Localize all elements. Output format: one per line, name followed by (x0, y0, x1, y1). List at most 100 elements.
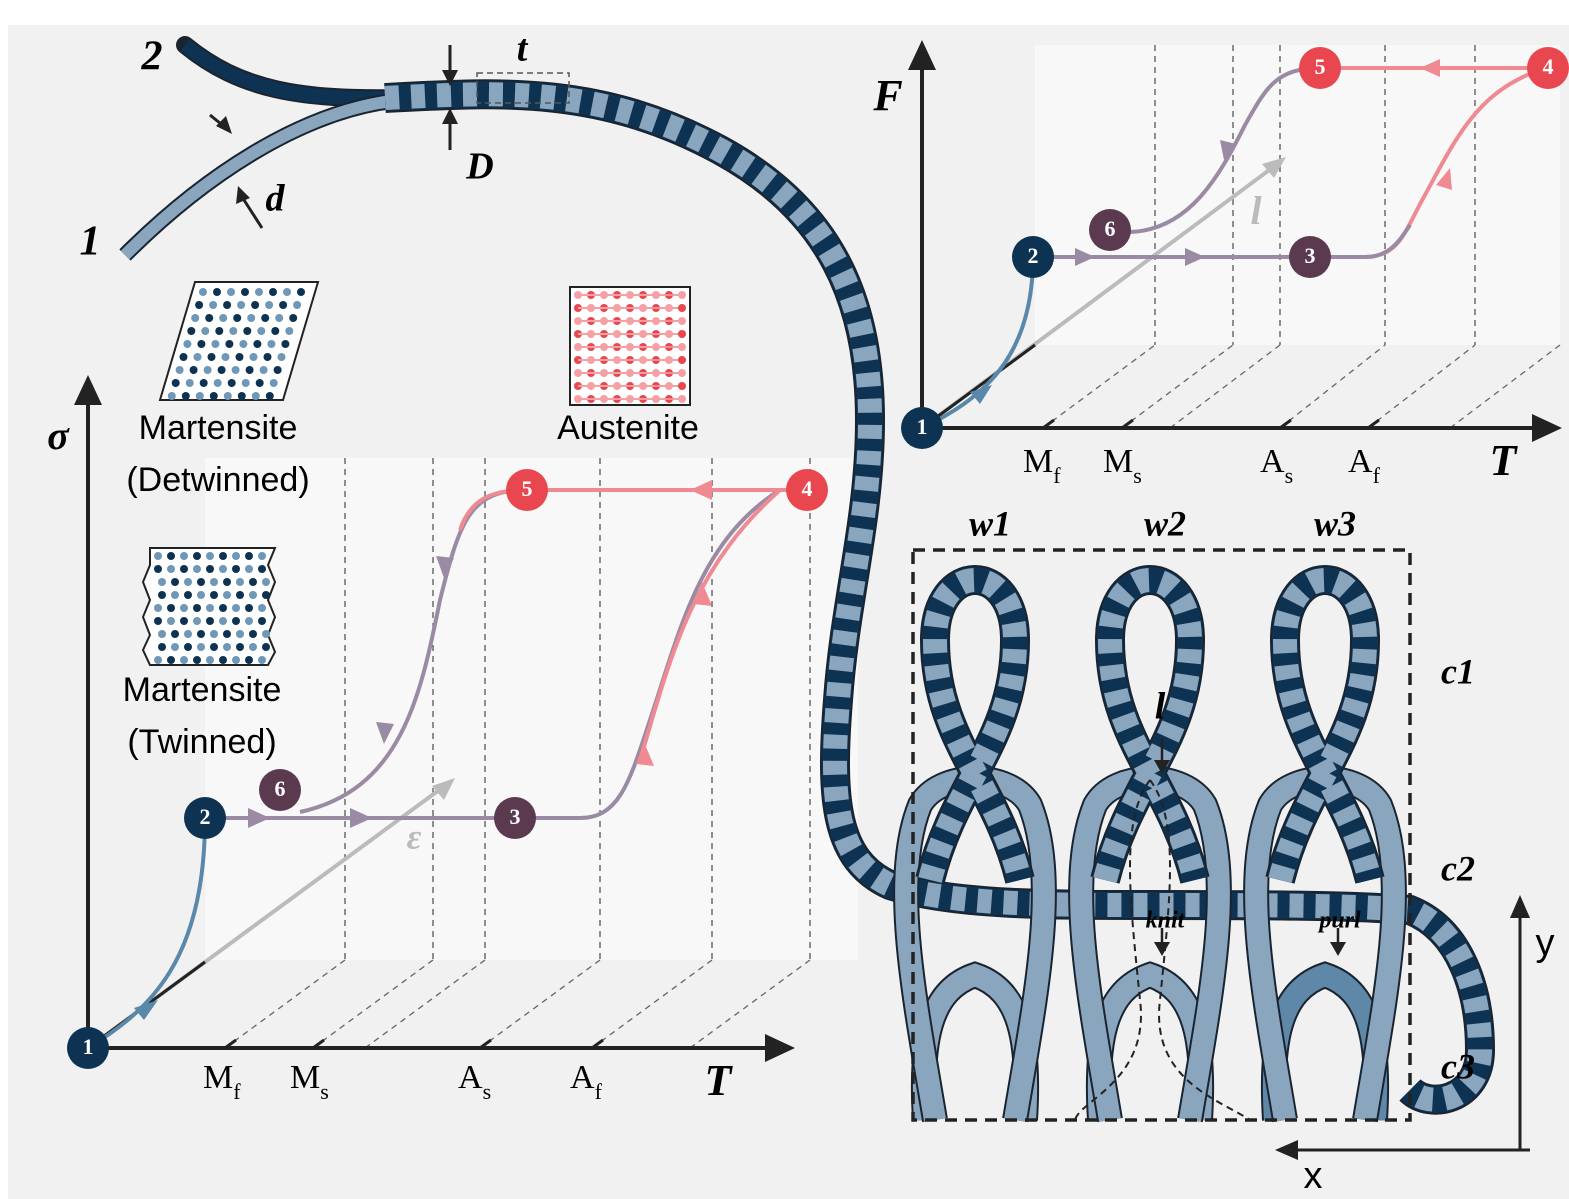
atom (154, 604, 162, 612)
atom (257, 327, 265, 335)
atom (210, 643, 218, 651)
atom (223, 578, 231, 586)
strand-label: 1 (80, 219, 101, 265)
atom (172, 379, 180, 387)
atom (158, 578, 166, 586)
tick-main: A (1348, 443, 1373, 480)
tick-main: M (1023, 443, 1053, 480)
atom (167, 552, 175, 560)
atom (252, 392, 260, 400)
tick-main: M (203, 1059, 233, 1096)
atom (236, 643, 244, 651)
atom (245, 656, 253, 664)
atom (206, 552, 214, 560)
phase-label: (Twinned) (127, 723, 276, 761)
atom (158, 630, 166, 638)
atom (281, 340, 289, 348)
atom (208, 353, 216, 361)
atom (180, 604, 188, 612)
atom (182, 392, 190, 400)
atom (258, 617, 266, 625)
atom (206, 604, 214, 612)
tick-sub: f (233, 1079, 241, 1104)
node-label: 1 (917, 414, 928, 439)
atom (236, 630, 244, 638)
tick-sub: f (1373, 463, 1381, 488)
atom (223, 301, 231, 309)
atom (154, 656, 162, 664)
node-label: 1 (83, 1034, 94, 1059)
node-label: 4 (1543, 54, 1554, 79)
atom (249, 643, 257, 651)
atom (678, 291, 686, 299)
atom (256, 379, 264, 387)
atom (180, 353, 188, 361)
atom (241, 288, 249, 296)
atom (209, 301, 217, 309)
atom (678, 382, 686, 390)
atom (180, 552, 188, 560)
atom (168, 392, 176, 400)
atom (247, 314, 255, 322)
atom (232, 552, 240, 560)
axis-label: F (872, 71, 902, 120)
tick-sub: s (483, 1079, 492, 1104)
atom (678, 369, 686, 377)
panel (205, 458, 858, 960)
tick-sub: s (320, 1079, 329, 1104)
atom (238, 392, 246, 400)
atom (211, 340, 219, 348)
atom (183, 340, 191, 348)
atom (246, 366, 254, 374)
atom (197, 630, 205, 638)
atom (167, 617, 175, 625)
atom (289, 314, 297, 322)
atom (297, 288, 305, 296)
loop-length-label: l (1155, 686, 1166, 728)
atom (249, 630, 257, 638)
atom (158, 643, 166, 651)
course-label: c3 (1441, 1046, 1475, 1086)
tick-sub: s (1285, 463, 1294, 488)
wale-label: w2 (1144, 503, 1186, 543)
node-label: 4 (802, 476, 813, 501)
atom (154, 552, 162, 560)
atom (251, 301, 259, 309)
purl-label: purl (1317, 908, 1361, 934)
atom (196, 392, 204, 400)
atom (283, 288, 291, 296)
atom (167, 656, 175, 664)
atom (197, 578, 205, 586)
atom (206, 656, 214, 664)
atom (232, 565, 240, 573)
diameter-label: D (465, 146, 493, 188)
phase-label: Martensite (123, 671, 282, 709)
strand-label: 2 (141, 34, 163, 80)
atom (232, 604, 240, 612)
atom (204, 366, 212, 374)
atom (236, 353, 244, 361)
wale-label: w3 (1314, 503, 1356, 543)
atom (278, 353, 286, 361)
atom (191, 314, 199, 322)
atom (236, 578, 244, 586)
atom (271, 327, 279, 335)
atom (258, 656, 266, 664)
atom (210, 591, 218, 599)
atom (180, 656, 188, 664)
atom (184, 643, 192, 651)
node-label: 6 (1105, 216, 1116, 241)
atom (187, 327, 195, 335)
atom (266, 392, 274, 400)
atom (245, 552, 253, 560)
atom (236, 591, 244, 599)
atom (214, 379, 222, 387)
atom (200, 379, 208, 387)
atom (249, 578, 257, 586)
phase-label: Austenite (557, 409, 699, 447)
atom (176, 366, 184, 374)
knit-label: knit (1146, 908, 1186, 934)
atom (215, 327, 223, 335)
atom (260, 366, 268, 374)
atom (222, 353, 230, 361)
